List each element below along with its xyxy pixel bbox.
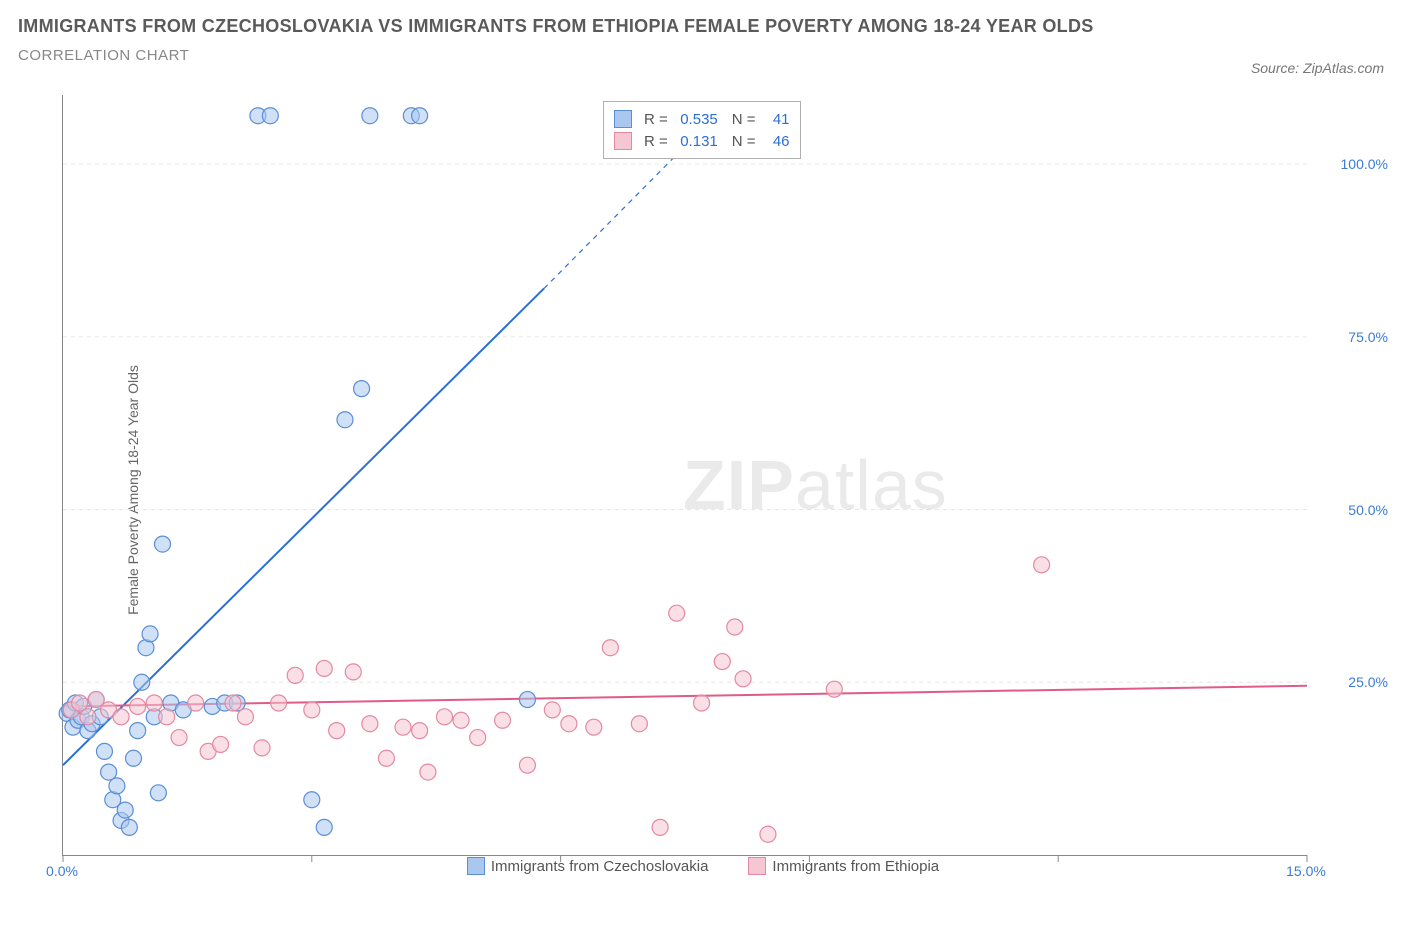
stats-r-label: R =: [644, 133, 668, 150]
series-legend: Immigrants from Czechoslovakia Immigrants…: [18, 857, 1388, 879]
correlation-stats-box: R =0.535 N =41 R =0.131 N =46: [603, 101, 801, 159]
chart-title: IMMIGRANTS FROM CZECHOSLOVAKIA VS IMMIGR…: [18, 16, 1094, 37]
stats-swatch: [614, 132, 632, 150]
source-attribution: Source: ZipAtlas.com: [1251, 60, 1384, 76]
stats-r-value: 0.131: [672, 133, 718, 150]
y-axis-ticks: 25.0% 50.0% 75.0% 100.0%: [1318, 95, 1388, 855]
scatter-svg: [63, 95, 1307, 855]
y-tick-label: 75.0%: [1318, 329, 1388, 345]
y-tick-label: 25.0%: [1318, 674, 1388, 690]
stats-n-label: N =: [732, 133, 756, 150]
stats-n-value: 46: [760, 133, 790, 150]
chart-subtitle: CORRELATION CHART: [18, 47, 1094, 64]
legend-swatch: [467, 857, 485, 875]
stats-row-czech: R =0.535 N =41: [614, 108, 790, 130]
chart-header: IMMIGRANTS FROM CZECHOSLOVAKIA VS IMMIGR…: [18, 16, 1094, 64]
legend-label: Immigrants from Czechoslovakia: [491, 858, 709, 875]
legend-swatch: [748, 857, 766, 875]
plot-area: ZIPatlas R =0.535N =41R =0.131N =46: [62, 95, 1307, 856]
legend-label: Immigrants from Ethiopia: [772, 858, 939, 875]
stats-n-label: N =: [732, 111, 756, 128]
stats-r-label: R =: [644, 111, 668, 128]
stats-n-value: 41: [760, 111, 790, 128]
y-tick-label: 50.0%: [1318, 502, 1388, 518]
legend-item-czech: Immigrants from Czechoslovakia: [467, 857, 709, 875]
legend-item-ethiopia: Immigrants from Ethiopia: [748, 857, 939, 875]
stats-row-ethiopia: R =0.131 N =46: [614, 130, 790, 152]
stats-swatch: [614, 110, 632, 128]
y-tick-label: 100.0%: [1318, 156, 1388, 172]
stats-r-value: 0.535: [672, 111, 718, 128]
chart-container: Female Poverty Among 18-24 Year Olds ZIP…: [18, 95, 1388, 885]
